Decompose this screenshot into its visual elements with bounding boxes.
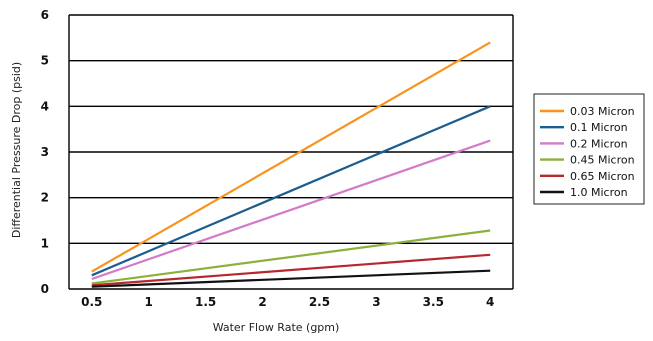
legend-label: 1.0 Micron xyxy=(570,186,628,199)
y-tick-label: 2 xyxy=(41,191,49,205)
y-tick-label: 0 xyxy=(41,282,49,296)
legend-label: 0.65 Micron xyxy=(570,170,635,183)
legend: 0.03 Micron 0.1 Micron 0.2 Micron 0.45 Micr… xyxy=(533,93,645,205)
y-tick-label: 1 xyxy=(41,236,49,250)
legend-box xyxy=(533,93,645,205)
series-line xyxy=(91,105,491,277)
y-tick-label: 5 xyxy=(41,54,49,68)
series-line xyxy=(91,41,491,273)
y-axis-label: Differential Pressure Drop (psid) xyxy=(10,62,23,238)
series-line xyxy=(91,269,491,288)
x-tick-label: 3 xyxy=(372,295,380,309)
y-tick-label: 4 xyxy=(41,99,49,113)
legend-label: 0.03 Micron xyxy=(570,105,635,118)
legend-label: 0.45 Micron xyxy=(570,154,635,167)
series-line xyxy=(91,229,491,285)
x-tick-label: 0.5 xyxy=(81,295,102,309)
y-tick-label: 3 xyxy=(41,145,49,159)
x-tick-labels: 0.5 1 1.5 2 2.5 3 3.5 4 xyxy=(81,295,494,309)
y-tick-labels: 0 1 2 3 4 5 6 xyxy=(41,8,49,296)
x-tick-label: 1.5 xyxy=(195,295,216,309)
x-tick-label: 2.5 xyxy=(309,295,330,309)
axes xyxy=(68,15,514,290)
y-tick-label: 6 xyxy=(41,8,49,22)
x-tick-label: 2 xyxy=(258,295,266,309)
series-line xyxy=(91,253,491,287)
series-line xyxy=(91,139,491,281)
x-tick-label: 4 xyxy=(486,295,494,309)
x-tick-label: 3.5 xyxy=(423,295,444,309)
series-lines xyxy=(91,41,491,288)
legend-label: 0.1 Micron xyxy=(570,121,628,134)
x-tick-label: 1 xyxy=(145,295,153,309)
x-axis-label: Water Flow Rate (gpm) xyxy=(213,321,340,334)
legend-label: 0.2 Micron xyxy=(570,137,628,150)
grid-lines xyxy=(69,14,513,245)
